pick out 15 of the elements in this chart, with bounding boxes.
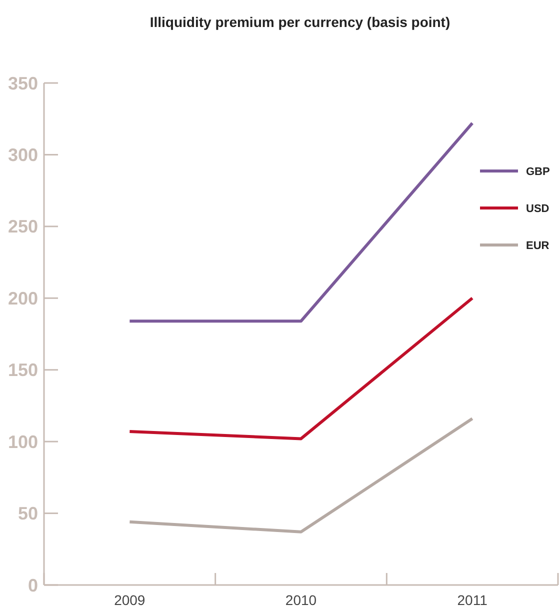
- y-tick-label: 200: [8, 288, 38, 308]
- x-tick-label: 2009: [114, 592, 146, 608]
- y-tick-label: 300: [8, 145, 38, 166]
- legend-label: EUR: [526, 240, 550, 252]
- y-tick-label: 50: [18, 504, 38, 524]
- y-tick-label: 250: [8, 216, 38, 237]
- x-tick-label: 2010: [285, 592, 317, 608]
- legend-label: USD: [526, 202, 550, 215]
- y-tick-label: 350: [8, 73, 38, 94]
- chart-title: Illiquidity premium per currency (basis point): [150, 14, 450, 30]
- x-tick-label: 2011: [457, 592, 488, 608]
- y-tick-label: 0: [28, 575, 38, 596]
- y-tick-label: 100: [8, 432, 38, 452]
- legend-label: GBP: [526, 166, 550, 178]
- y-tick-label: 150: [8, 360, 38, 380]
